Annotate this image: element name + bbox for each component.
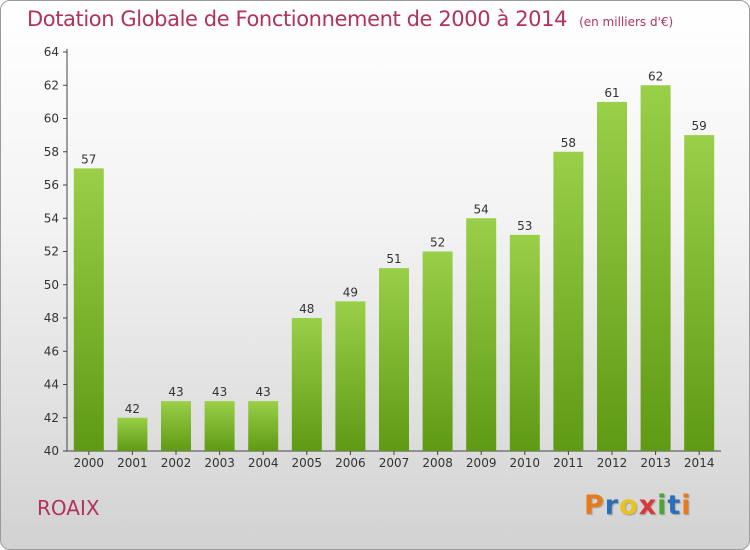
bar bbox=[466, 218, 497, 451]
bar bbox=[161, 401, 191, 451]
y-tick-label: 60 bbox=[44, 112, 59, 126]
y-tick-label: 46 bbox=[44, 344, 59, 358]
y-tick-label: 56 bbox=[44, 178, 59, 192]
y-tick-label: 40 bbox=[44, 444, 59, 458]
x-tick-label: 2010 bbox=[510, 456, 541, 470]
title-text: Dotation Globale de Fonctionnement de 20… bbox=[27, 7, 568, 31]
x-tick-label: 2014 bbox=[684, 456, 715, 470]
data-label: 58 bbox=[561, 136, 576, 150]
chart-title: Dotation Globale de Fonctionnement de 20… bbox=[27, 7, 673, 31]
data-label: 62 bbox=[648, 69, 663, 83]
bar bbox=[248, 401, 279, 451]
commune-name: ROAIX bbox=[37, 496, 100, 520]
logo-letter: i bbox=[657, 490, 668, 521]
bar bbox=[509, 234, 540, 451]
data-label: 43 bbox=[212, 385, 227, 399]
x-tick-label: 2003 bbox=[204, 456, 235, 470]
logo-letter: P bbox=[584, 490, 605, 521]
bar bbox=[597, 101, 627, 451]
y-tick-label: 50 bbox=[44, 278, 59, 292]
x-tick-label: 2008 bbox=[422, 456, 453, 470]
x-tick-label: 2006 bbox=[335, 456, 366, 470]
x-tick-label: 2011 bbox=[553, 456, 584, 470]
title-unit: (en milliers d'€) bbox=[579, 15, 674, 29]
logo-letter: i bbox=[681, 490, 692, 521]
x-tick-label: 2002 bbox=[161, 456, 192, 470]
y-tick-label: 52 bbox=[44, 245, 59, 259]
data-label: 57 bbox=[81, 152, 96, 166]
y-tick-label: 62 bbox=[44, 78, 59, 92]
y-tick-label: 42 bbox=[44, 411, 59, 425]
x-tick-label: 2004 bbox=[248, 456, 279, 470]
data-label: 61 bbox=[604, 86, 619, 100]
y-tick-label: 58 bbox=[44, 145, 59, 159]
logo-letter: o bbox=[619, 490, 639, 521]
x-tick-label: 2007 bbox=[379, 456, 410, 470]
y-tick-label: 48 bbox=[44, 311, 59, 325]
data-label: 48 bbox=[299, 302, 314, 316]
data-label: 43 bbox=[168, 385, 183, 399]
x-tick-label: 2009 bbox=[466, 456, 497, 470]
y-tick-label: 44 bbox=[44, 378, 59, 392]
data-label: 54 bbox=[474, 202, 489, 216]
proxiti-logo: Proxiti bbox=[584, 490, 692, 521]
logo-letter: r bbox=[604, 490, 620, 521]
logo-letter: t bbox=[667, 490, 682, 521]
x-tick-label: 2000 bbox=[74, 456, 105, 470]
x-tick-label: 2013 bbox=[640, 456, 671, 470]
y-tick-label: 54 bbox=[44, 211, 59, 225]
y-tick-label: 64 bbox=[44, 45, 59, 59]
logo-letter: x bbox=[638, 490, 658, 521]
bar bbox=[204, 401, 235, 451]
x-tick-label: 2001 bbox=[117, 456, 148, 470]
x-tick-label: 2012 bbox=[597, 456, 628, 470]
bar bbox=[379, 268, 409, 451]
data-label: 53 bbox=[517, 219, 532, 233]
bar bbox=[73, 168, 104, 451]
bar bbox=[117, 417, 148, 451]
data-label: 42 bbox=[125, 402, 140, 416]
data-label: 49 bbox=[343, 285, 358, 299]
bar bbox=[291, 318, 322, 451]
bar bbox=[335, 301, 366, 451]
data-label: 59 bbox=[692, 119, 707, 133]
data-label: 43 bbox=[256, 385, 271, 399]
bar bbox=[553, 151, 584, 451]
bar bbox=[684, 135, 715, 451]
x-tick-label: 2005 bbox=[292, 456, 323, 470]
data-label: 52 bbox=[430, 236, 445, 250]
bar bbox=[422, 251, 453, 451]
bar bbox=[640, 85, 671, 451]
data-label: 51 bbox=[386, 252, 401, 266]
